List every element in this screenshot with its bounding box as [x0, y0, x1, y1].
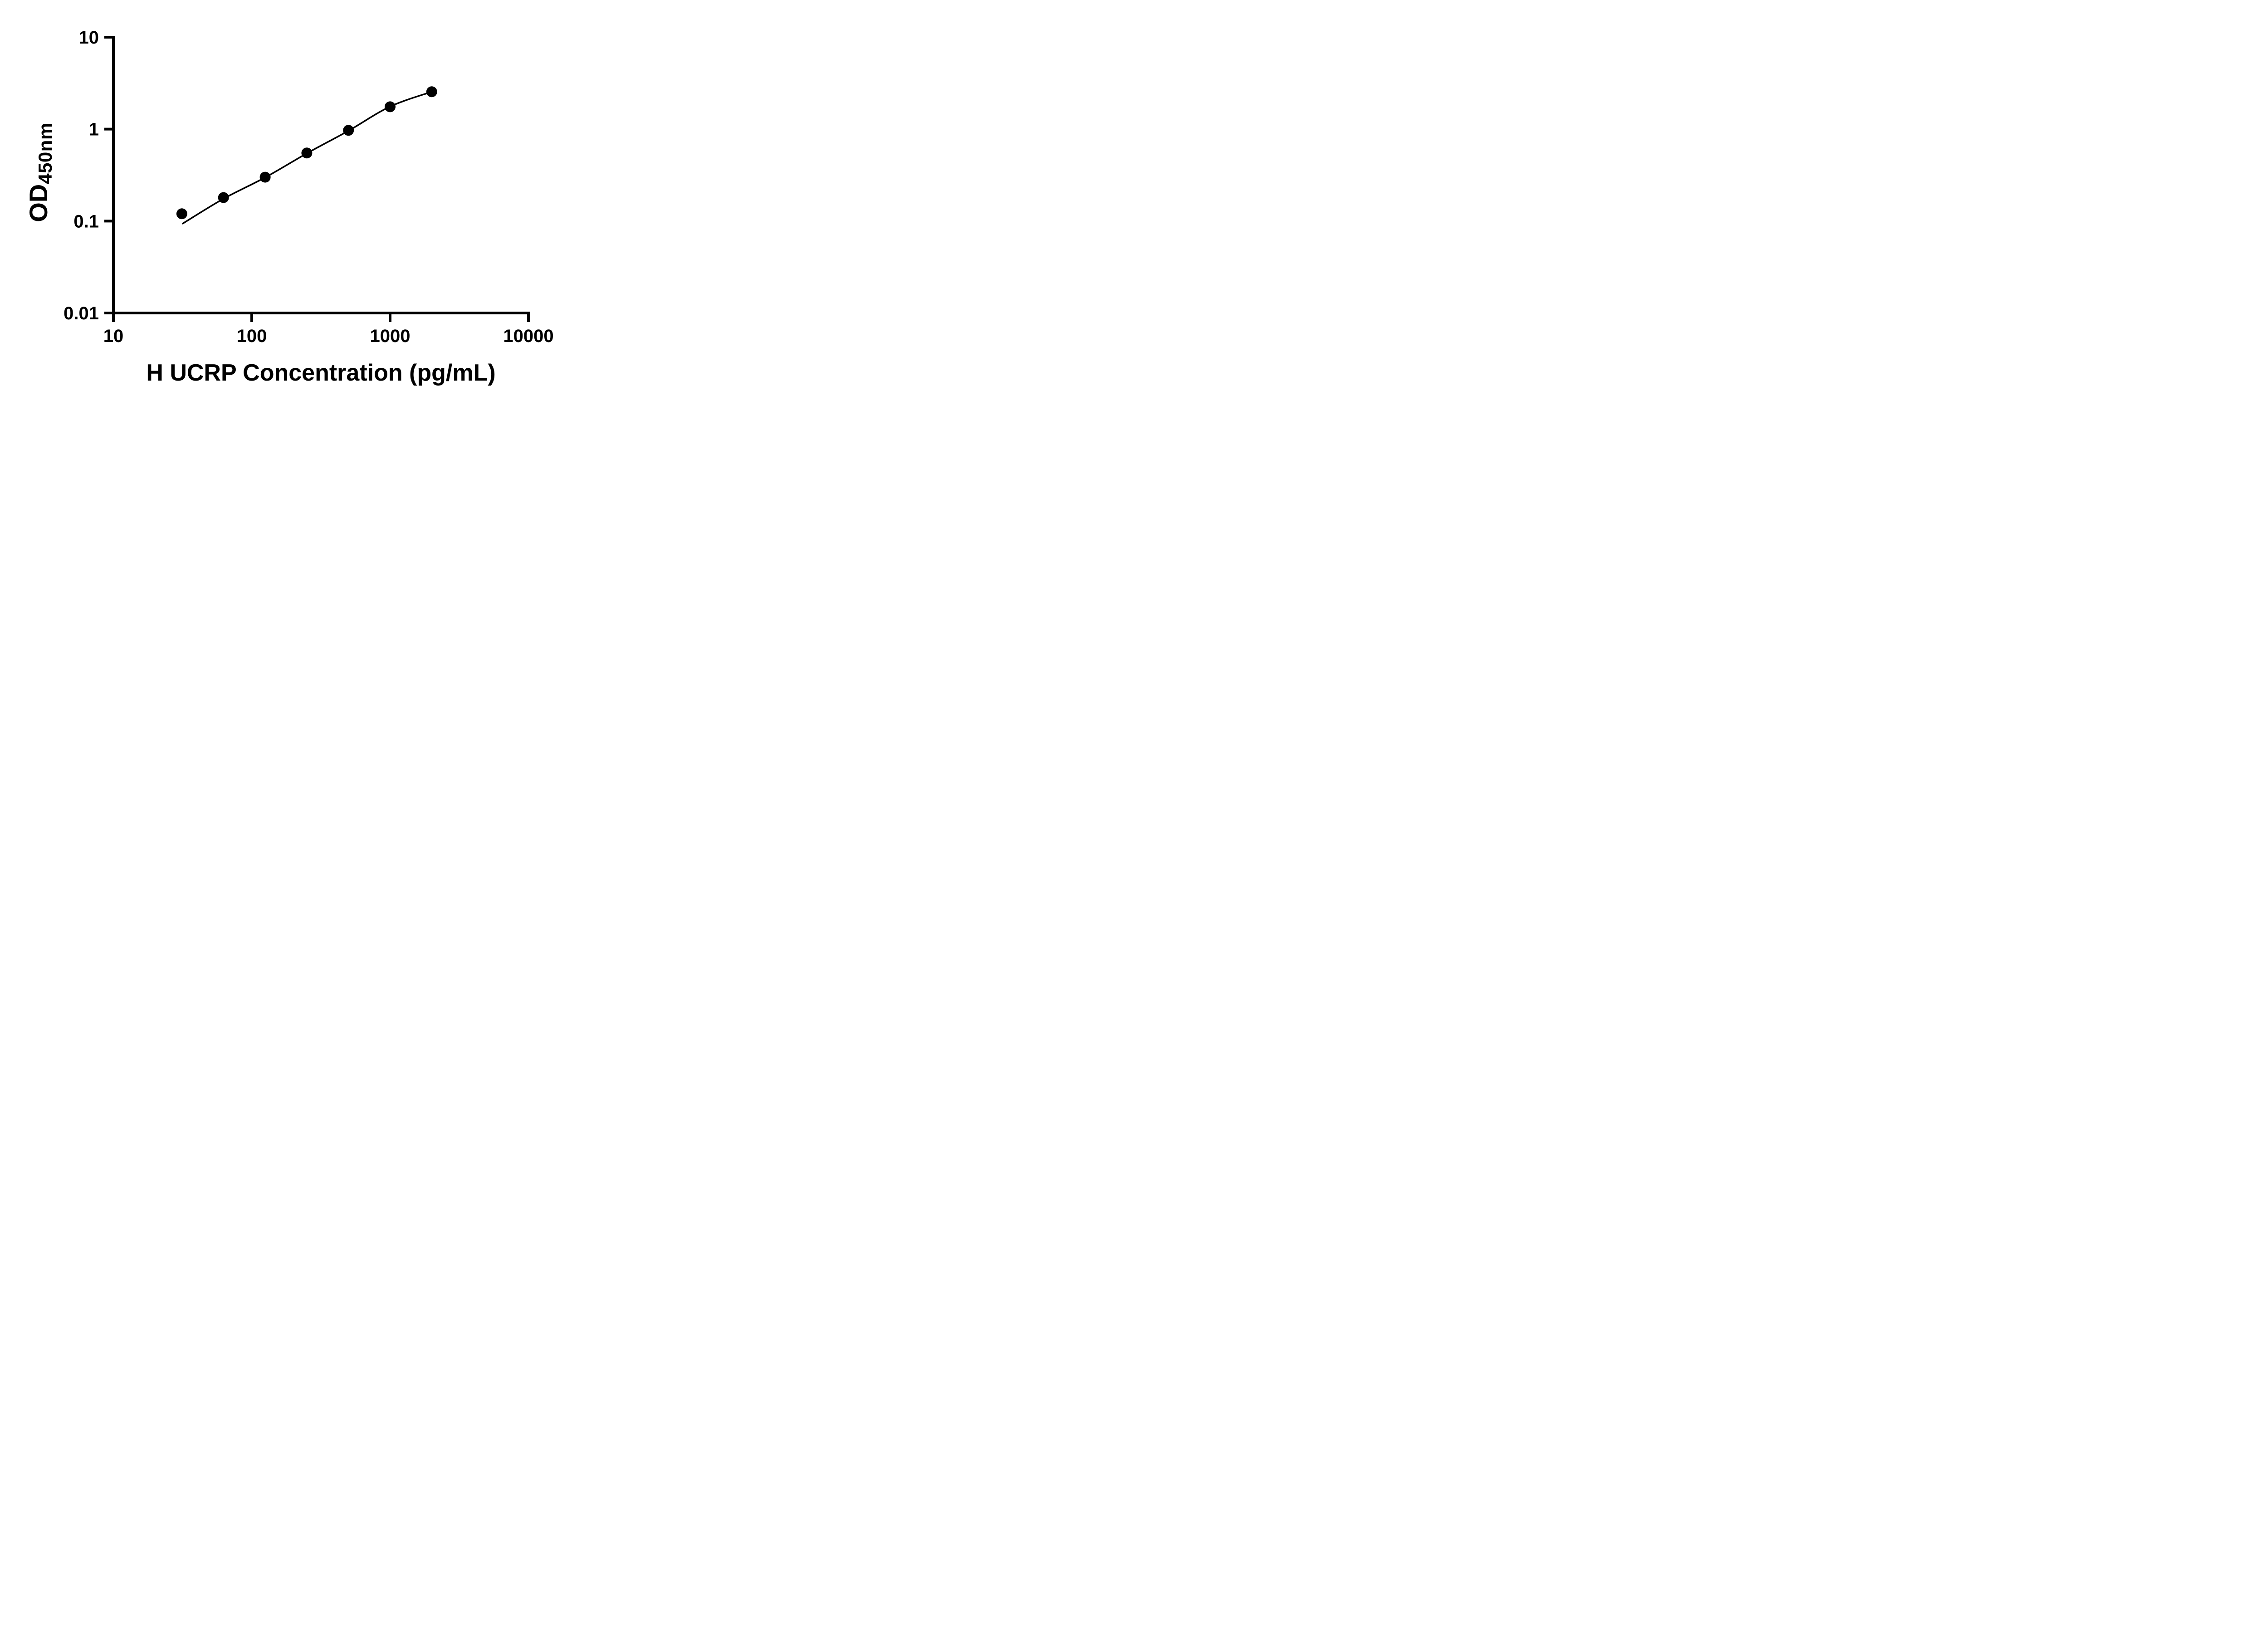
x-axis-title: H UCRP Concentration (pg/mL) [146, 360, 496, 386]
data-point [301, 147, 313, 159]
x-tick-label: 10 [103, 326, 124, 346]
data-point [343, 125, 354, 136]
y-tick-label: 0.01 [64, 303, 99, 323]
y-tick-label: 10 [79, 28, 99, 48]
data-point [218, 192, 229, 203]
x-tick-label: 100 [237, 326, 267, 346]
y-axis-title-main: OD [24, 184, 53, 222]
data-point [176, 208, 187, 220]
data-point [259, 171, 271, 183]
y-axis-title: OD450nm [24, 122, 56, 222]
y-axis-title-subscript: 450nm [34, 122, 56, 184]
x-tick-label: 1000 [370, 326, 411, 346]
data-point [385, 101, 396, 112]
axes [112, 36, 530, 314]
plot-svg: 10 100 1000 10000 0.01 0.1 1 10 [64, 28, 553, 346]
elisa-standard-curve-chart: 10 100 1000 10000 0.01 0.1 1 10 OD450nm H UCRP … [0, 0, 583, 408]
x-tick-label: 10000 [503, 326, 553, 346]
data-point [426, 86, 437, 98]
y-tick-label: 1 [89, 120, 99, 140]
y-tick-label: 0.1 [73, 211, 99, 231]
